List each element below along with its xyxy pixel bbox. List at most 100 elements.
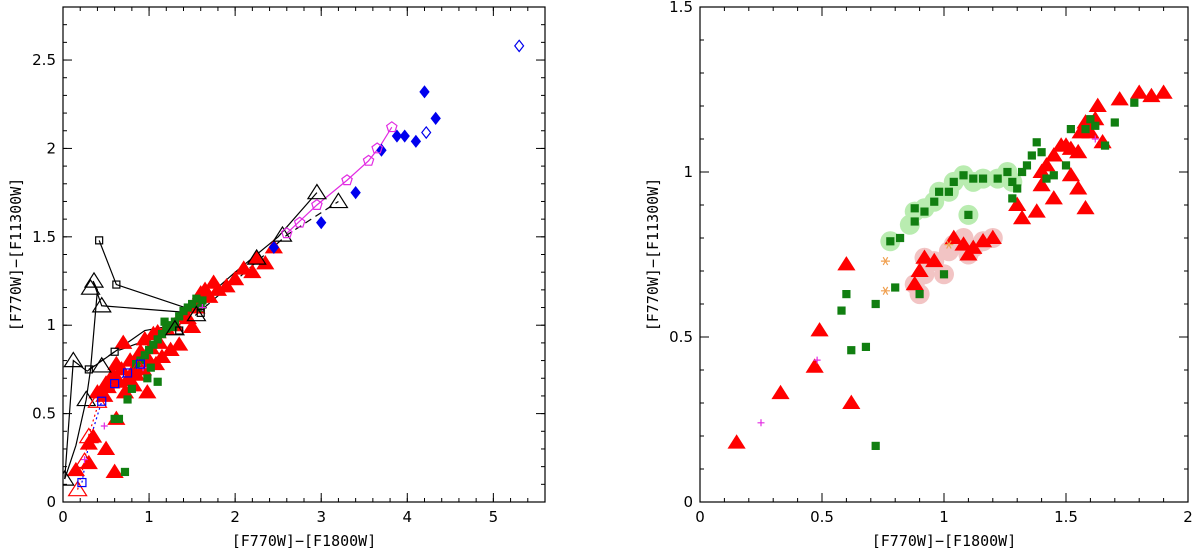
green-filled-squares-point	[915, 290, 924, 299]
green-filled-squares-point	[149, 340, 158, 349]
red-filled-triangles-point	[96, 440, 116, 455]
green-filled-squares-point	[123, 395, 132, 404]
green-filled-squares-point	[964, 210, 973, 219]
green-filled-squares-point	[920, 207, 929, 216]
green-filled-squares-point	[175, 312, 184, 321]
red-filled-triangles-point	[226, 270, 245, 286]
black-open-triangles-point	[186, 305, 207, 322]
model-squares-line	[98, 240, 201, 314]
black-open-squares-point	[112, 280, 121, 289]
green-filled-squares-point	[114, 414, 124, 424]
green-filled-squares-point	[1027, 151, 1036, 160]
green-filled-squares-point	[837, 306, 846, 315]
green-filled-squares-point	[1022, 161, 1032, 170]
red-filled-triangles-point	[114, 334, 133, 349]
magenta-plus-point	[813, 356, 821, 364]
green-filled-squares-point	[847, 346, 856, 355]
red-filled-triangles-point	[183, 318, 202, 333]
green-filled-squares-point	[140, 351, 149, 360]
green-filled-squares-point	[891, 283, 900, 292]
plot-area	[727, 84, 1173, 450]
magenta-open-pentagons-point	[311, 198, 323, 210]
y-axis-label: [F770W]−[F11300W]	[7, 178, 25, 332]
red-open-triangles-point	[113, 365, 134, 382]
green-filled-squares-point	[1003, 167, 1012, 177]
red-filled-triangles-point	[842, 394, 861, 409]
red-filled-triangles-point	[1032, 176, 1051, 192]
red-filled-triangles-point	[771, 384, 790, 400]
green-filled-squares-point	[1130, 98, 1139, 107]
red-filled-triangles-point	[1069, 143, 1088, 159]
green-filled-squares-point	[861, 342, 871, 351]
green-filled-squares-point	[978, 174, 988, 183]
magenta-plus-point	[81, 456, 89, 464]
red-filled-triangles-point	[837, 256, 856, 271]
red-filled-triangles-point	[727, 434, 746, 449]
red-filled-triangles-point	[105, 463, 124, 478]
red-filled-triangles-point	[234, 260, 253, 275]
x-tick-label: 5	[489, 508, 499, 526]
red-filled-triangles-point	[152, 348, 172, 364]
magenta-open-pentagons-point	[293, 216, 306, 228]
orange-star-point	[880, 286, 890, 295]
x-tick-label: 0	[58, 508, 68, 526]
red-filled-triangles-point	[170, 336, 189, 351]
x-tick-label: 1	[939, 508, 949, 526]
green-filled-squares-point	[910, 204, 919, 213]
black-open-triangles-point	[246, 248, 267, 265]
green-filled-squares-point	[1061, 161, 1071, 170]
red-filled-triangles-point	[138, 384, 157, 399]
green-filled-squares-point	[120, 467, 130, 477]
y-tick-label: 2	[46, 139, 56, 157]
blue-open-diamonds-point	[514, 39, 525, 53]
red-open-triangles-point	[67, 480, 88, 497]
black-open-squares-point	[196, 308, 205, 317]
blue-filled-diamonds-point	[268, 240, 280, 254]
red-filled-triangles-point	[1076, 199, 1095, 215]
red-filled-triangles-point	[1044, 147, 1063, 162]
y-tick-label: 0	[46, 493, 56, 511]
black-open-triangles-point	[83, 271, 105, 288]
black-open-triangles-point	[272, 225, 293, 242]
green-filled-squares-point	[935, 187, 944, 196]
red-filled-triangles-point	[954, 236, 973, 251]
red-filled-triangles-point	[1032, 163, 1051, 178]
green-filled-squares-point	[930, 197, 939, 206]
y-tick-label: 0.5	[32, 405, 56, 423]
green-filled-squares-point	[910, 217, 919, 226]
green-filled-squares-point	[1086, 115, 1095, 124]
red-filled-triangles-point	[66, 461, 86, 477]
green-filled-squares-point	[993, 174, 1002, 183]
red-open-triangles-point	[78, 427, 99, 444]
magenta-open-pentagons-point	[362, 154, 375, 166]
green-filled-squares-point	[198, 296, 207, 305]
green-filled-squares-point	[1037, 148, 1046, 157]
left-panel: 0 1 2 3 4 5 0 0.5 1 1.5 2 2.5 [F770W]−[F1800W] [F770W…	[7, 6, 546, 549]
magenta-open-pentagons-point	[371, 142, 384, 154]
y-tick-label: 0.5	[669, 328, 693, 346]
green-filled-squares-point	[949, 177, 958, 186]
green-filled-squares-point	[1081, 124, 1090, 134]
green-filled-squares-point	[146, 363, 155, 372]
plot-area	[63, 39, 525, 497]
magenta-open-pentagons-point	[385, 121, 398, 133]
green-filled-squares-point	[895, 233, 905, 243]
green-filled-squares-point	[188, 299, 197, 309]
black-open-squares-point	[110, 347, 119, 356]
green-filled-squares-point	[1008, 194, 1017, 203]
red-filled-triangles-point	[910, 262, 929, 277]
red-filled-triangles-point	[1110, 91, 1129, 106]
red-filled-triangles-point	[810, 322, 829, 337]
y-tick-label: 1	[46, 316, 56, 334]
red-filled-triangles-point	[1069, 180, 1088, 195]
black-open-triangles-point	[63, 469, 75, 486]
magenta-plus-point	[100, 422, 108, 430]
magenta-plus-point	[1091, 135, 1099, 143]
green-filled-squares-point	[969, 174, 978, 183]
green-filled-squares-point	[1049, 171, 1058, 180]
red-filled-triangles-point	[79, 454, 98, 470]
x-axis-label: [F770W]−[F1800W]	[872, 532, 1017, 549]
black-open-squares-point	[95, 236, 104, 245]
green-filled-squares-point	[143, 374, 152, 383]
y-tick-label: 1	[683, 163, 693, 181]
